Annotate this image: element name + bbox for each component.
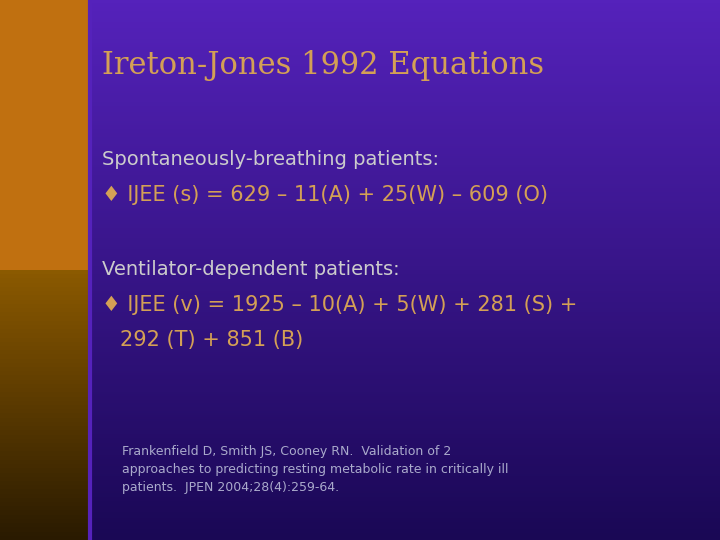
Text: ♦ IJEE (v) = 1925 – 10(A) + 5(W) + 281 (S) +: ♦ IJEE (v) = 1925 – 10(A) + 5(W) + 281 (… — [102, 295, 577, 315]
Bar — [0, 0, 90, 270]
Text: 292 (T) + 851 (B): 292 (T) + 851 (B) — [120, 330, 303, 350]
Text: Spontaneously-breathing patients:: Spontaneously-breathing patients: — [102, 150, 439, 169]
Text: Frankenfield D, Smith JS, Cooney RN.  Validation of 2
approaches to predicting r: Frankenfield D, Smith JS, Cooney RN. Val… — [122, 445, 508, 494]
Bar — [0, 0, 90, 270]
Text: Ireton-Jones 1992 Equations: Ireton-Jones 1992 Equations — [102, 50, 544, 81]
Text: Ventilator-dependent patients:: Ventilator-dependent patients: — [102, 260, 400, 279]
Text: ♦ IJEE (s) = 629 – 11(A) + 25(W) – 609 (O): ♦ IJEE (s) = 629 – 11(A) + 25(W) – 609 (… — [102, 185, 548, 205]
